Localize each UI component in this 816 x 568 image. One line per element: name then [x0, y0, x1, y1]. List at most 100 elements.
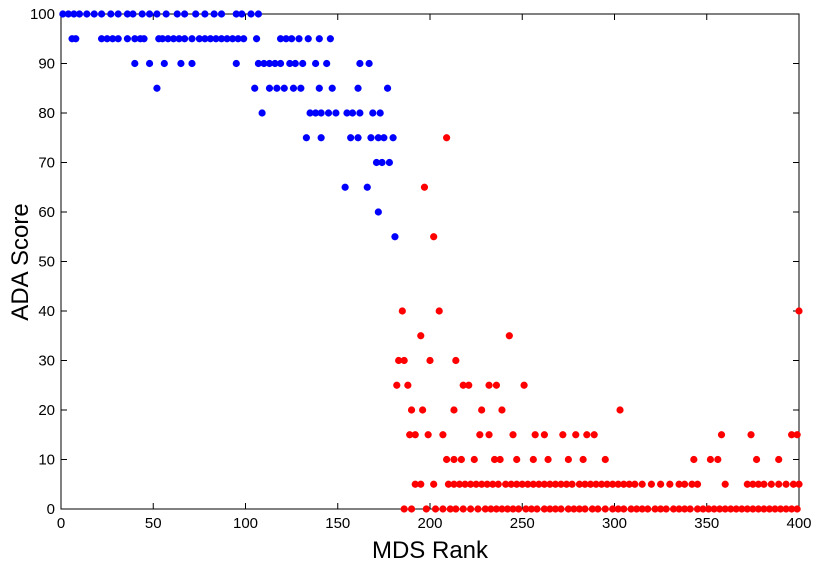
blue-data-point — [114, 10, 122, 18]
red-data-point — [592, 480, 600, 488]
x-tick-label: 100 — [233, 515, 258, 532]
blue-data-point — [372, 158, 381, 167]
red-data-point — [572, 431, 580, 439]
red-data-point — [704, 505, 713, 513]
red-data-point — [749, 480, 757, 488]
axis-ticks — [60, 13, 800, 510]
red-data-point — [644, 505, 652, 513]
red-data-point — [450, 406, 458, 414]
red-data-point — [754, 480, 763, 488]
blue-data-point — [75, 10, 84, 18]
red-data-point — [620, 505, 628, 513]
red-data-point — [551, 505, 560, 513]
x-tick-label: 350 — [694, 515, 719, 532]
red-data-point — [743, 505, 751, 513]
red-data-point — [579, 455, 587, 464]
blue-data-point — [315, 35, 323, 43]
y-tick-label: 70 — [38, 155, 55, 172]
red-data-point — [690, 455, 698, 464]
red-data-point — [446, 505, 454, 513]
blue-data-point — [90, 10, 98, 18]
red-data-point — [443, 134, 451, 142]
blue-data-point — [265, 59, 274, 68]
red-data-point — [721, 480, 729, 488]
blue-data-point — [72, 35, 80, 43]
blue-data-point — [177, 59, 185, 68]
red-data-point — [455, 480, 464, 488]
blue-data-point — [238, 10, 246, 18]
blue-data-point — [258, 109, 266, 117]
red-data-point — [609, 505, 617, 513]
blue-data-point — [374, 208, 382, 216]
blue-data-point — [228, 35, 237, 43]
red-data-point — [419, 406, 427, 414]
blue-data-point — [273, 84, 281, 92]
red-data-point — [795, 480, 803, 488]
red-data-point — [485, 431, 493, 439]
red-data-point — [535, 480, 543, 488]
blue-data-point — [389, 134, 397, 142]
red-data-point — [581, 505, 589, 513]
blue-data-point — [169, 35, 178, 43]
red-data-point — [793, 505, 801, 513]
red-data-point — [470, 455, 478, 464]
blue-data-point — [201, 35, 209, 43]
red-data-point — [474, 505, 482, 513]
blue-data-point — [59, 10, 67, 18]
red-data-point — [494, 480, 502, 488]
red-data-point — [638, 505, 646, 513]
blue-data-point — [107, 10, 115, 18]
blue-data-point — [343, 109, 351, 117]
red-data-point — [568, 480, 576, 488]
red-data-point — [693, 480, 702, 488]
red-data-point — [721, 505, 729, 513]
red-data-point — [564, 505, 572, 513]
blue-data-point — [291, 59, 299, 68]
red-data-point — [614, 505, 622, 513]
red-data-point — [457, 455, 465, 464]
red-data-point — [450, 480, 458, 488]
blue-data-point — [383, 84, 392, 92]
red-data-point — [540, 505, 548, 513]
red-data-point — [688, 480, 696, 488]
blue-data-point — [354, 134, 362, 142]
y-tick-label: 50 — [38, 254, 55, 271]
red-data-point — [614, 480, 622, 488]
red-data-point — [546, 505, 554, 513]
red-data-point — [529, 480, 537, 488]
blue-data-point — [153, 10, 161, 18]
blue-data-point — [123, 35, 132, 43]
red-data-point — [398, 307, 406, 315]
red-data-point — [551, 480, 560, 488]
blue-data-point — [160, 59, 168, 68]
blue-data-point — [195, 35, 203, 43]
red-data-point — [407, 505, 416, 513]
red-data-point — [411, 431, 419, 439]
blue-data-point — [145, 59, 154, 68]
red-data-point — [727, 505, 735, 513]
red-data-point — [472, 480, 480, 488]
red-data-point — [706, 455, 715, 464]
red-data-point — [775, 455, 783, 464]
red-data-point — [795, 307, 803, 315]
blue-data-point — [317, 134, 325, 142]
x-tick-label: 400 — [786, 515, 811, 532]
red-data-point — [767, 480, 775, 488]
red-data-point — [575, 505, 584, 513]
blue-data-point — [297, 84, 305, 92]
blue-data-point — [97, 35, 106, 43]
blue-data-point — [254, 10, 263, 18]
blue-data-point — [114, 35, 122, 43]
red-data-point — [518, 480, 526, 488]
red-data-point — [478, 406, 486, 414]
y-axis-title: ADA Score — [7, 203, 34, 320]
red-data-point — [498, 505, 506, 513]
blue-data-point — [312, 109, 320, 117]
blue-data-point — [302, 134, 310, 142]
red-data-point — [459, 505, 467, 513]
blue-data-point — [332, 109, 340, 117]
red-data-point — [714, 455, 722, 464]
red-data-point — [631, 480, 639, 488]
blue-data-point — [103, 35, 111, 43]
blue-data-point — [232, 59, 240, 68]
